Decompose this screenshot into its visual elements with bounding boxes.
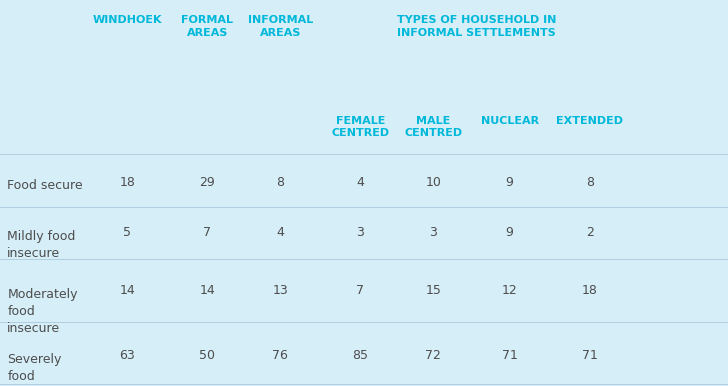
Text: 14: 14	[199, 284, 215, 297]
Text: 63: 63	[119, 349, 135, 362]
Text: 4: 4	[277, 226, 284, 239]
Text: Food secure: Food secure	[7, 179, 83, 193]
Text: TYPES OF HOUSEHOLD IN
INFORMAL SETTLEMENTS: TYPES OF HOUSEHOLD IN INFORMAL SETTLEMEN…	[397, 15, 556, 38]
Text: 4: 4	[357, 176, 364, 189]
Text: EXTENDED: EXTENDED	[556, 116, 623, 126]
Text: 12: 12	[502, 284, 518, 297]
Text: 71: 71	[502, 349, 518, 362]
Text: Severely
food
insecure: Severely food insecure	[7, 353, 62, 386]
Text: 29: 29	[199, 176, 215, 189]
Text: MALE
CENTRED: MALE CENTRED	[404, 116, 462, 138]
Text: NUCLEAR: NUCLEAR	[480, 116, 539, 126]
Text: 3: 3	[430, 226, 437, 239]
Text: 13: 13	[272, 284, 288, 297]
Text: 72: 72	[425, 349, 441, 362]
Text: INFORMAL
AREAS: INFORMAL AREAS	[248, 15, 313, 38]
Text: 9: 9	[506, 226, 513, 239]
Text: 7: 7	[357, 284, 364, 297]
Text: 8: 8	[586, 176, 593, 189]
Text: 5: 5	[124, 226, 131, 239]
Text: 76: 76	[272, 349, 288, 362]
Text: 14: 14	[119, 284, 135, 297]
Text: 8: 8	[277, 176, 284, 189]
Text: Moderately
food
insecure: Moderately food insecure	[7, 288, 78, 335]
Text: 85: 85	[352, 349, 368, 362]
Text: WINDHOEK: WINDHOEK	[92, 15, 162, 25]
Text: 18: 18	[582, 284, 598, 297]
Text: 50: 50	[199, 349, 215, 362]
Text: 2: 2	[586, 226, 593, 239]
Text: Mildly food
insecure: Mildly food insecure	[7, 230, 76, 260]
Text: 3: 3	[357, 226, 364, 239]
Text: 15: 15	[425, 284, 441, 297]
Text: 7: 7	[204, 226, 211, 239]
Text: 9: 9	[506, 176, 513, 189]
Text: FEMALE
CENTRED: FEMALE CENTRED	[331, 116, 389, 138]
Text: 10: 10	[425, 176, 441, 189]
Text: 18: 18	[119, 176, 135, 189]
Text: FORMAL
AREAS: FORMAL AREAS	[181, 15, 234, 38]
Text: 71: 71	[582, 349, 598, 362]
